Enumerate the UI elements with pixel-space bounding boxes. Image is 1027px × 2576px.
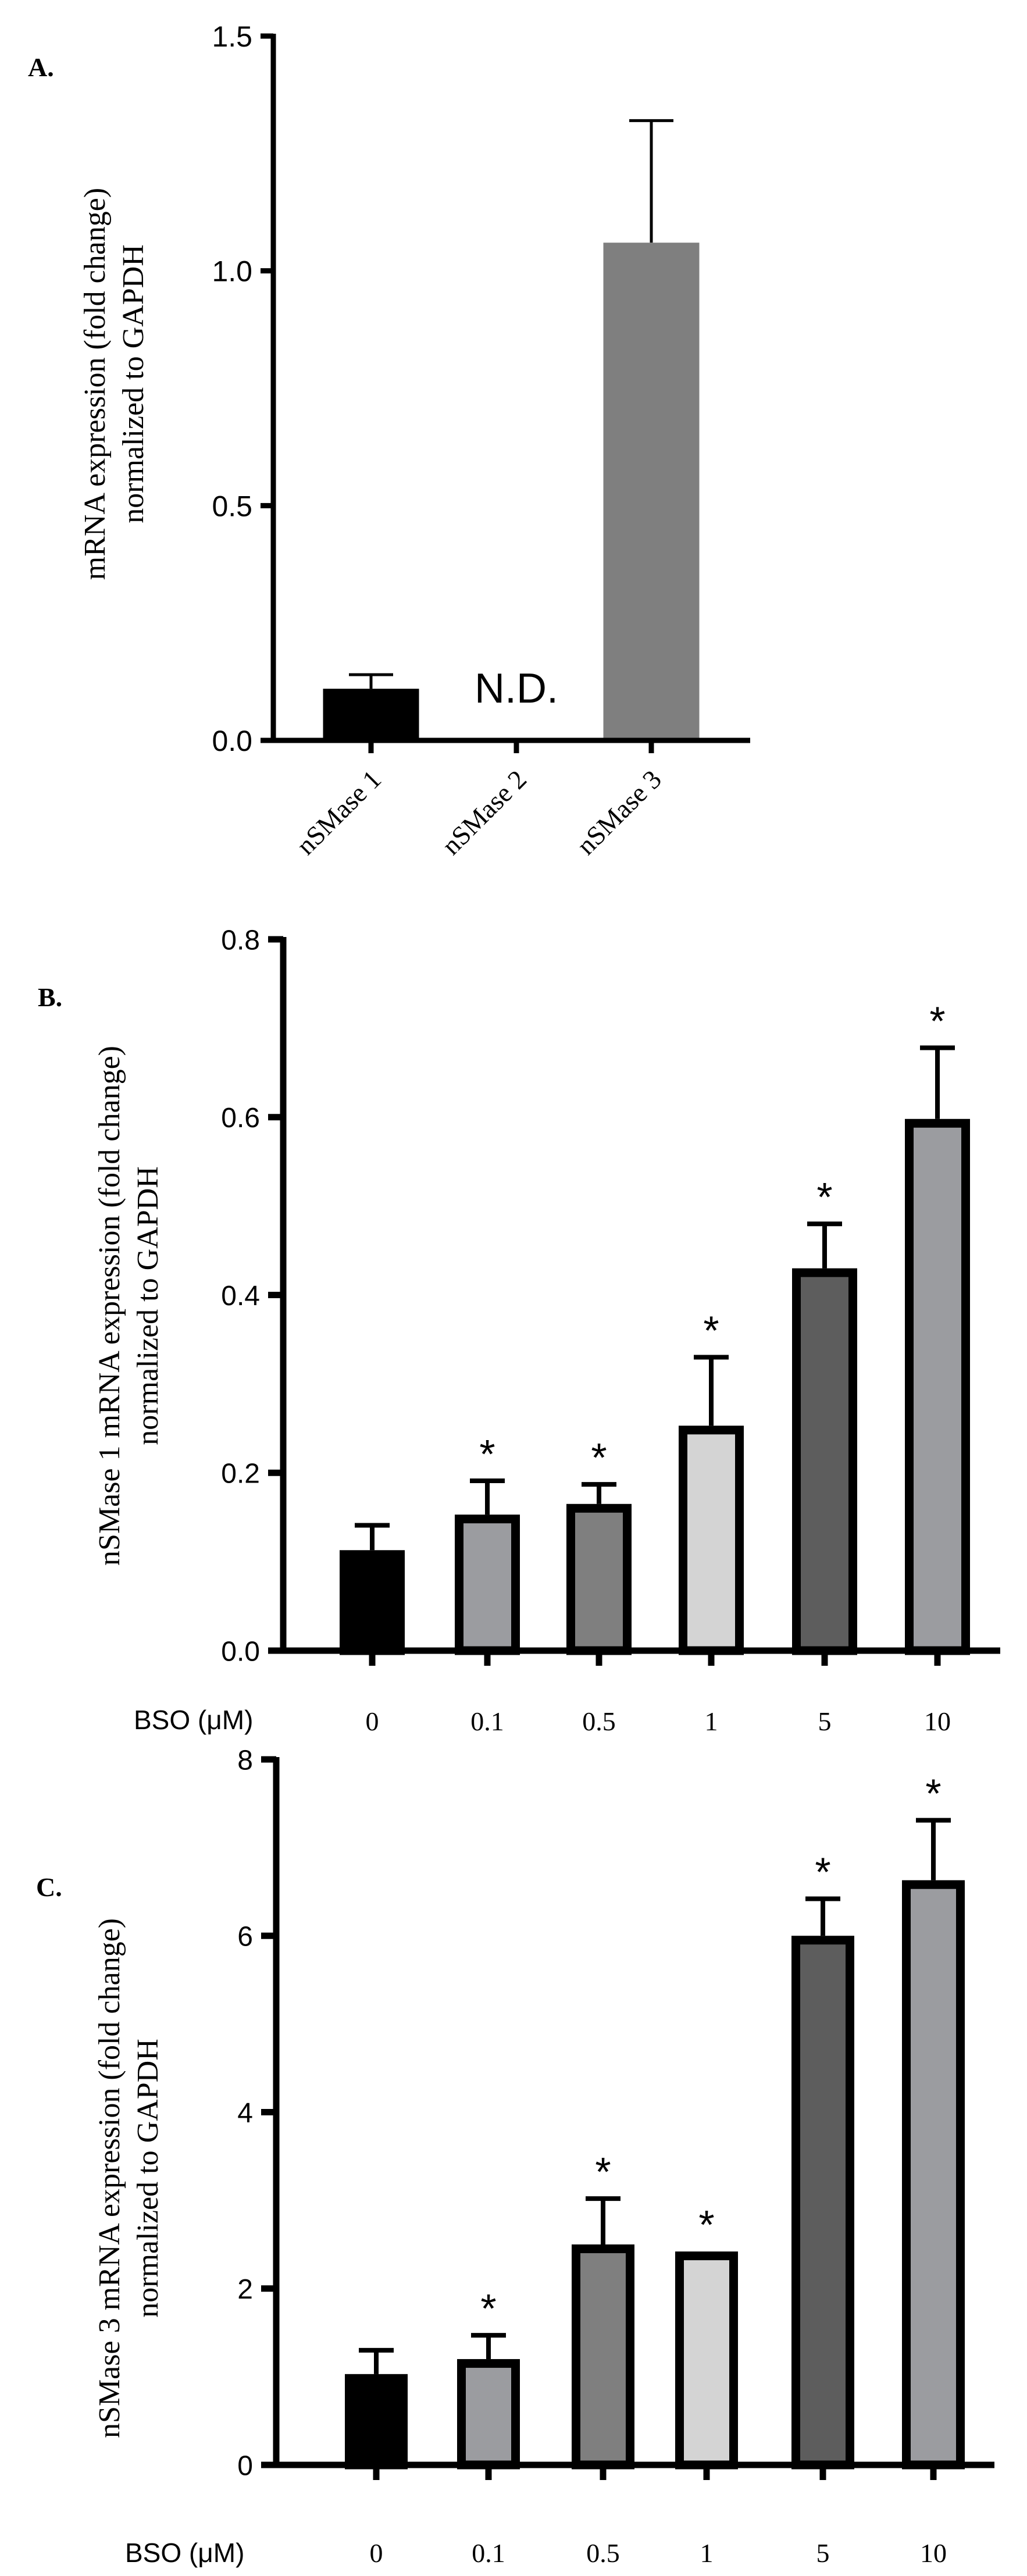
panel-b-bar-4	[792, 1268, 857, 1655]
panel-b-ylabel-line-1: nSMase 1 mRNA expression (fold change)	[93, 1046, 126, 1566]
panel-b-significance-mark-2: *	[591, 1435, 607, 1480]
panel-c-y-tick-label-0: 0	[237, 2450, 253, 2481]
panel-a-bar-2	[603, 243, 700, 740]
panel-a-bar-0	[323, 689, 419, 740]
panel-b: B. nSMase 1 mRNA expression (fold change…	[38, 925, 1000, 1736]
panel-c-ylabel-line-2: normalized to GAPDH	[131, 2039, 165, 2317]
panel-c-x-tick-label-5: 10	[920, 2538, 947, 2568]
panel-c-significance-mark-5: *	[925, 1771, 941, 1816]
panel-c: C. nSMase 3 mRNA expression (fold change…	[36, 1745, 994, 2568]
panel-a-y-axis-title: mRNA expression (fold change) normalized…	[79, 188, 150, 580]
panel-b-ylabel-line-2: normalized to GAPDH	[131, 1166, 165, 1445]
panel-c-y-tick-label-3: 6	[237, 1922, 253, 1953]
panel-b-bar-2	[566, 1503, 632, 1655]
panel-b-significance-mark-1: *	[479, 1431, 495, 1477]
panel-b-y-tick-label-2: 0.4	[221, 1281, 260, 1312]
panel-b-y-tick-label-0: 0.0	[221, 1636, 260, 1667]
panel-c-bar-4	[791, 1936, 854, 2470]
panel-a-y-tick-label-1: 0.5	[212, 490, 252, 522]
panel-c-x-tick-label-0: 0	[370, 2538, 383, 2568]
panel-a-y-tick-label-0: 0.0	[212, 725, 252, 757]
panel-c-y-tick-label-4: 8	[237, 1745, 253, 1776]
panel-b-x-tick-label-0: 0	[366, 1706, 379, 1736]
panel-a-plot: N.D. 0.0 0.5 1.0 1.5 nSMase 1 nSMase 2 nSMase 3	[212, 20, 750, 860]
panel-b-y-tick-label-4: 0.8	[221, 925, 260, 956]
panel-c-y-tick-label-1: 2	[237, 2274, 253, 2305]
panel-b-x-tick-label-2: 0.5	[582, 1706, 616, 1736]
panel-c-ylabel-line-1: nSMase 3 mRNA expression (fold change)	[93, 1918, 126, 2438]
panel-b-significance-mark-5: *	[929, 999, 945, 1044]
panel-a-y-tick-label-2: 1.0	[212, 255, 252, 288]
panel-c-x-tick-label-4: 5	[816, 2538, 830, 2568]
panel-b-bar-3	[679, 1426, 744, 1655]
panel-b-x-tick-label-4: 5	[818, 1706, 832, 1736]
panel-b-plot: * * * * * 0.0 0.2 0.4 0.6 0.8 0 0.1 0.5 1 5 10	[221, 925, 1000, 1736]
panel-a-y-tick-label-3: 1.5	[212, 20, 252, 53]
panel-a-x-tick-label-2: nSMase 3	[571, 764, 667, 860]
panel-c-significance-mark-4: *	[815, 1850, 830, 1895]
panel-b-y-axis-title: nSMase 1 mRNA expression (fold change) n…	[93, 1046, 165, 1566]
panel-b-x-tick-label-3: 1	[705, 1706, 718, 1736]
panel-c-x-tick-label-2: 0.5	[586, 2538, 620, 2568]
panel-c-significance-mark-1: *	[480, 2286, 496, 2331]
panel-b-x-tick-label-1: 0.1	[470, 1706, 504, 1736]
panel-c-significance-mark-2: *	[595, 2149, 611, 2194]
panel-c-plot: * * * * * 0 2 4 6 8 0 0.1 0.5 1 5 10	[237, 1745, 994, 2568]
panel-c-bar-1	[457, 2359, 520, 2470]
panel-b-significance-mark-4: *	[816, 1174, 832, 1220]
panel-c-bar-5	[902, 1880, 965, 2470]
panel-c-x-tick-label-1: 0.1	[472, 2538, 505, 2568]
panel-a-ylabel-line-1: mRNA expression (fold change)	[79, 188, 112, 580]
panel-b-y-tick-label-1: 0.2	[221, 1459, 260, 1490]
panel-c-bar-2	[572, 2244, 634, 2470]
panel-b-y-tick-label-3: 0.6	[221, 1103, 260, 1134]
panel-c-x-axis-title: BSO (μM)	[125, 2538, 244, 2568]
panel-b-bar-1	[455, 1515, 520, 1655]
panel-b-x-tick-label-5: 10	[924, 1706, 951, 1736]
panel-c-y-axis-title: nSMase 3 mRNA expression (fold change) n…	[93, 1918, 165, 2438]
panel-c-x-tick-label-3: 1	[700, 2538, 714, 2568]
panel-a-x-tick-label-0: nSMase 1	[291, 764, 387, 860]
panel-a-not-detected-label: N.D.	[475, 665, 558, 712]
panel-b-label: B.	[38, 982, 62, 1012]
panel-b-significance-mark-3: *	[703, 1308, 719, 1353]
panel-b-bar-0	[340, 1550, 405, 1655]
panel-c-bar-3	[675, 2251, 738, 2470]
panel-a-x-tick-label-1: nSMase 2	[436, 764, 532, 860]
panel-a-ylabel-line-2: normalized to GAPDH	[117, 244, 150, 523]
panel-c-significance-mark-3: *	[698, 2202, 714, 2247]
panel-c-y-tick-label-2: 4	[237, 2098, 253, 2129]
panel-c-bar-0	[345, 2374, 408, 2470]
panel-b-x-axis-title: BSO (μM)	[134, 1705, 253, 1735]
panel-a: A. mRNA expression (fold change) normali…	[28, 20, 750, 860]
panel-c-label: C.	[36, 1872, 62, 1902]
panel-a-label: A.	[28, 52, 54, 82]
panel-b-bar-5	[905, 1118, 970, 1655]
